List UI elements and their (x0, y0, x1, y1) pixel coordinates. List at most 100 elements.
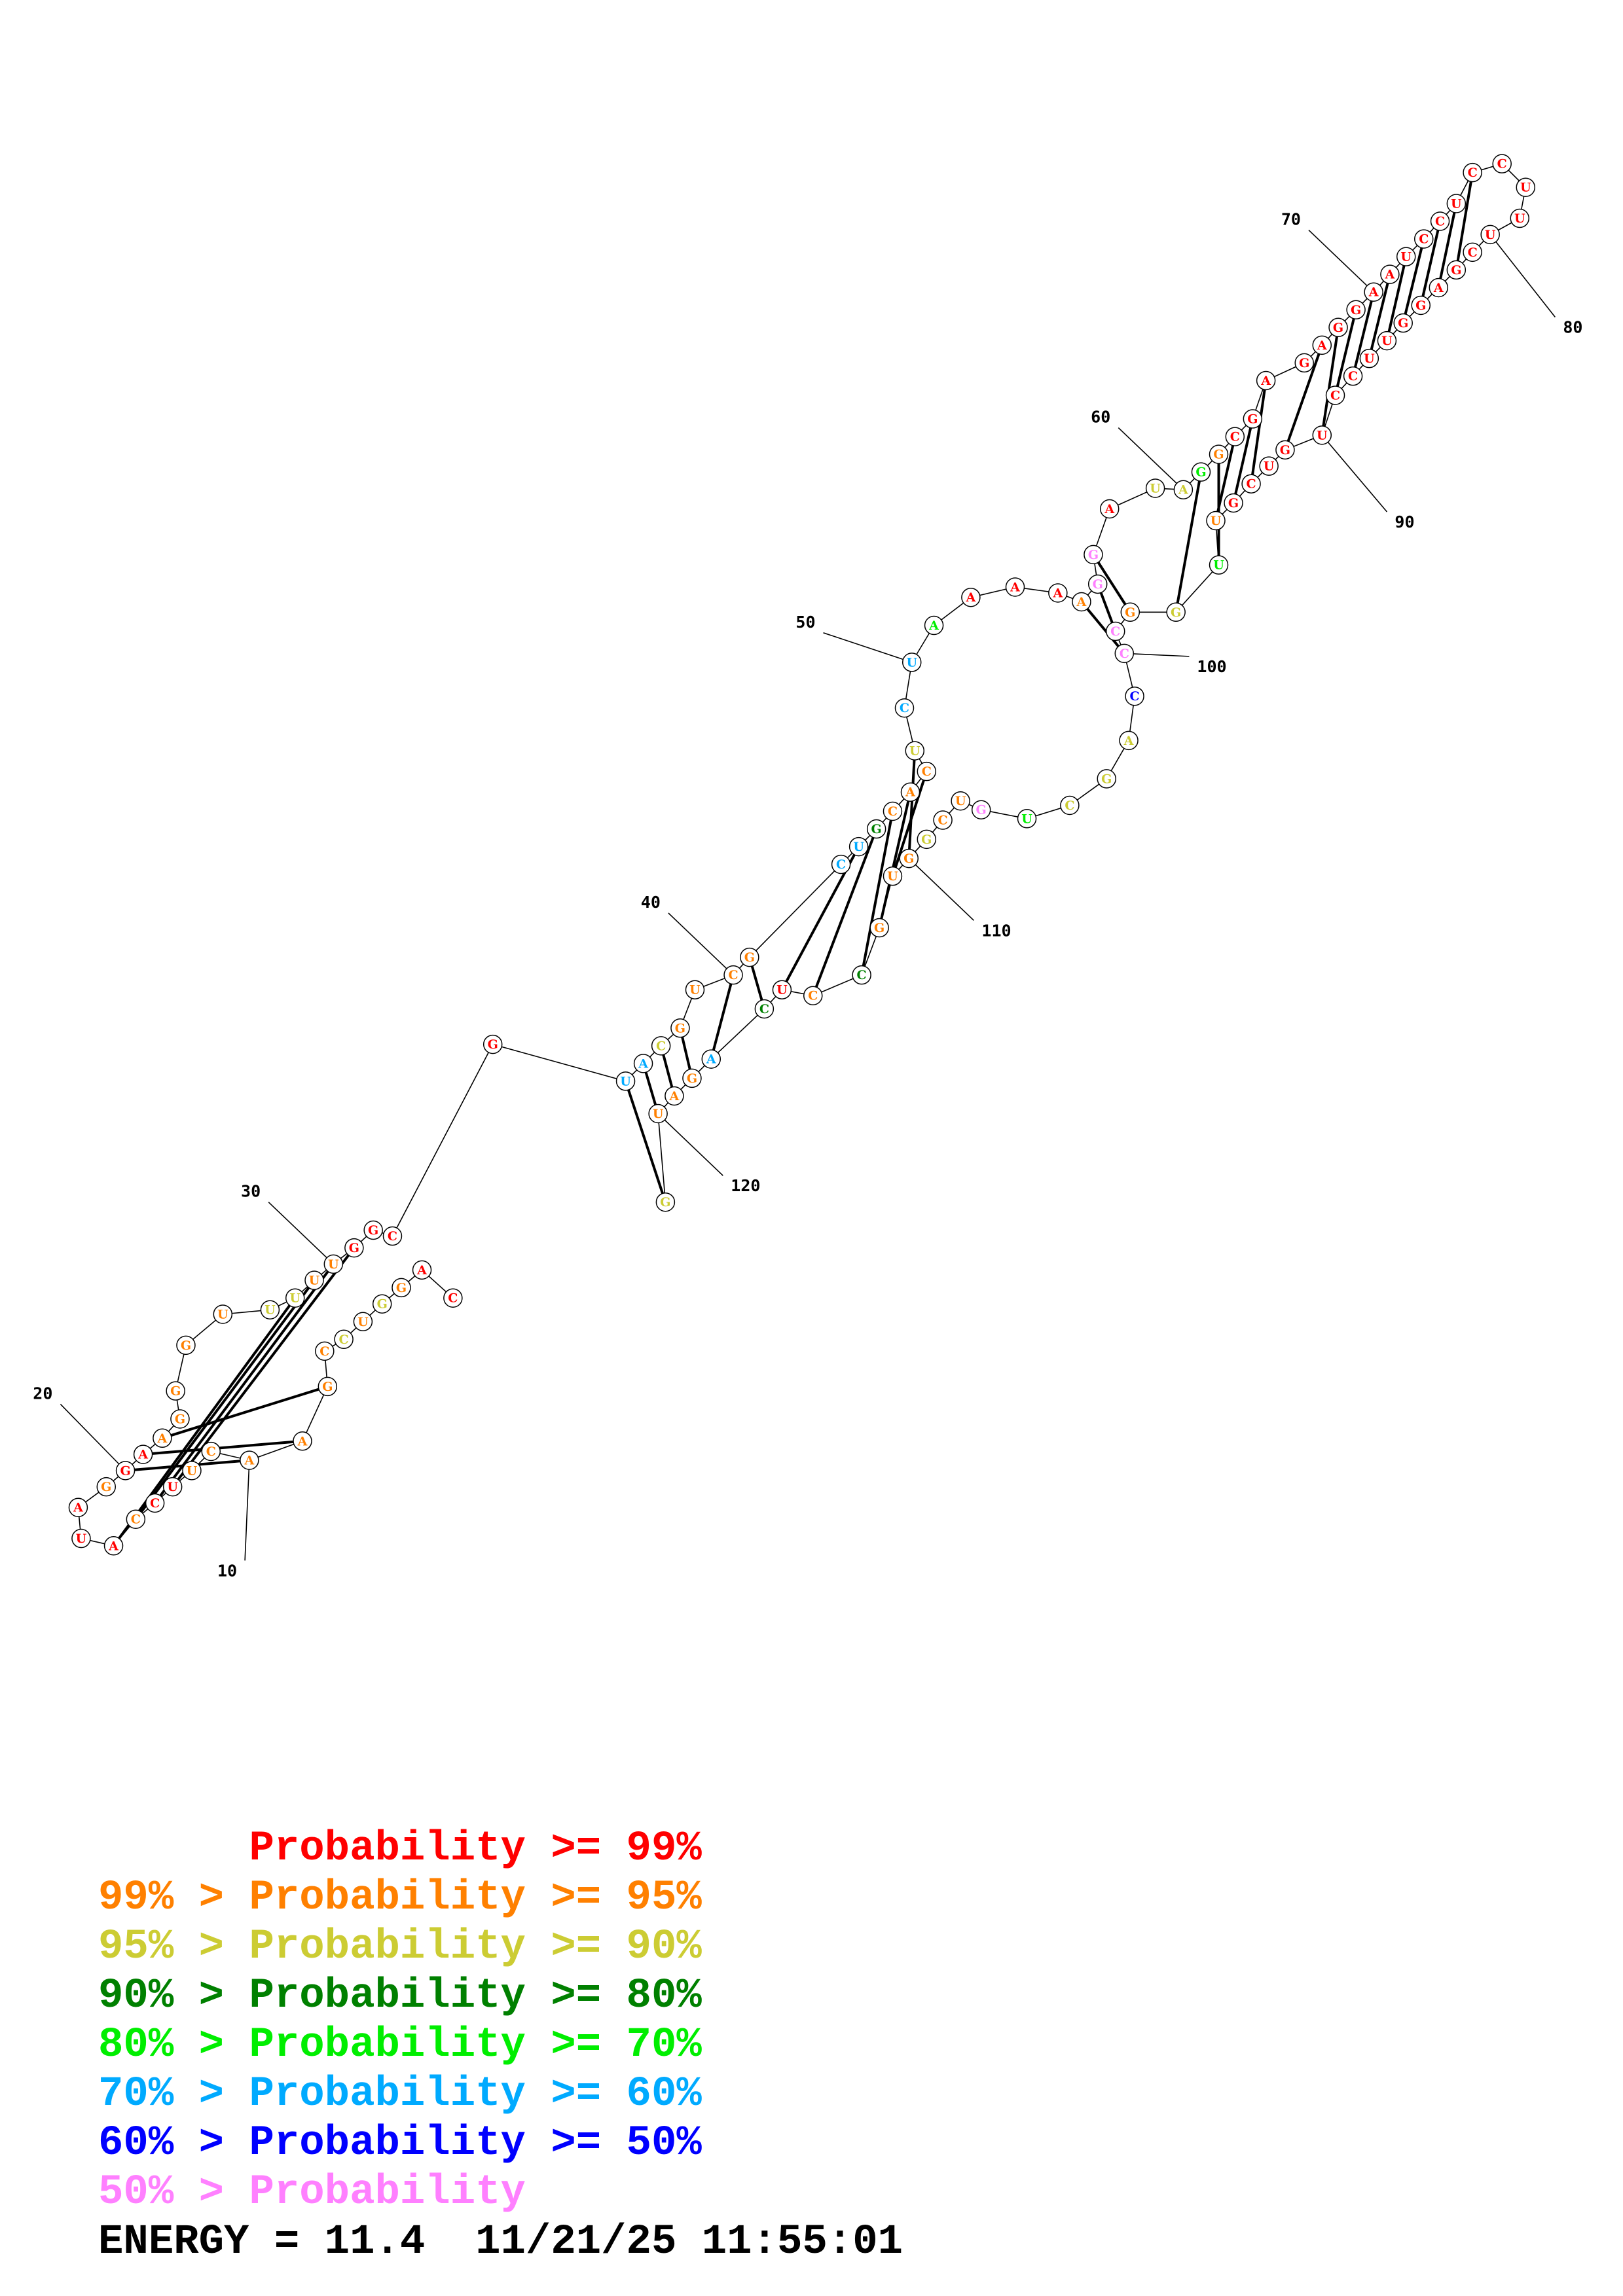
nucleotide-base: A (1317, 338, 1327, 353)
nucleotide-base: A (966, 590, 976, 605)
index-label: 70 (1281, 210, 1301, 229)
nucleotide-base: G (101, 1480, 111, 1494)
base-pair-bond (1092, 554, 1131, 613)
base-pair-bond (1250, 380, 1267, 484)
nucleotide-circle (1446, 260, 1467, 280)
legend-text: Probability >= 50% (249, 2120, 702, 2167)
nucleotide-base: C (759, 1002, 769, 1016)
nucleotide-circle (1430, 211, 1450, 231)
nucleotide-circle (961, 587, 981, 607)
nucleotide: G (1393, 313, 1413, 333)
base-pair-bond (134, 1279, 316, 1520)
nucleotide-base: C (888, 804, 898, 819)
index-ticks: 10 20 30 40 50 60 70 80 90 100 110 120 (33, 210, 1582, 1581)
nucleotide-circle (1243, 409, 1263, 429)
nucleotide-circle (633, 1054, 653, 1073)
nucleotide-base: C (656, 1039, 666, 1053)
nucleotide-circle (443, 1288, 463, 1308)
nucleotide: G (670, 1018, 690, 1038)
nucleotide: A (665, 1086, 684, 1106)
nucleotide: A (1429, 278, 1449, 298)
nucleotide-circle (1084, 545, 1103, 565)
nucleotide-base: C (1110, 624, 1120, 639)
nucleotide-circle (905, 741, 925, 761)
base-pair-bond (1402, 238, 1425, 324)
nucleotide-base: A (1010, 580, 1020, 594)
nucleotide: C (1414, 229, 1434, 249)
nucleotide-circle (71, 1528, 91, 1549)
nucleotide-circle (1256, 370, 1276, 391)
nucleotide-circle (1017, 809, 1037, 829)
nucleotide-base: C (1497, 157, 1507, 171)
nucleotide-base: C (319, 1344, 329, 1359)
nucleotide-circle (182, 1461, 202, 1480)
nucleotide-circle (1359, 348, 1379, 368)
nucleotide-circle (900, 782, 921, 802)
nucleotide-circle (723, 965, 743, 985)
nucleotide-circle (162, 1477, 183, 1497)
nucleotide-base: U (309, 1274, 320, 1288)
nucleotide-circle (213, 1304, 233, 1324)
legend-prefix: 50% > (98, 2169, 249, 2216)
base-pair-bond (860, 811, 894, 976)
nucleotide: C (1325, 386, 1345, 405)
base-pair-bond (1334, 309, 1358, 396)
nucleotide: C (201, 1441, 221, 1462)
nucleotide-base: U (1381, 334, 1393, 348)
base-pair-bond (1321, 327, 1340, 436)
nucleotide-base: C (1468, 245, 1478, 260)
nucleotide: C (1225, 427, 1245, 446)
index-label: 60 (1091, 408, 1110, 427)
nucleotide-base: G (1398, 316, 1408, 331)
nucleotide-circle (412, 1260, 432, 1280)
nucleotide-circle (323, 1254, 344, 1274)
base-pair-bond (1214, 436, 1237, 521)
nucleotide: G (1191, 462, 1211, 482)
nucleotide: U (951, 791, 970, 811)
nucleotide-base: U (620, 1074, 631, 1088)
nucleotide-base: G (170, 1384, 181, 1399)
nucleotide: C (1114, 643, 1135, 664)
nucleotide-base: G (1280, 443, 1290, 457)
legend-text: Probability >= 80% (249, 1973, 702, 2020)
nucleotide-circle (153, 1428, 172, 1448)
nucleotide-circle (1393, 313, 1413, 333)
nucleotide-base: C (150, 1496, 160, 1511)
base-pair-bond (154, 1263, 335, 1504)
nucleotide: G (1346, 300, 1366, 320)
nucleotide-base: G (1093, 577, 1103, 592)
base-pair-bond (878, 791, 912, 928)
nucleotide-base: G (1171, 605, 1181, 620)
nucleotide-circle (924, 615, 944, 636)
nucleotide-circle (1119, 730, 1139, 751)
nucleotide-base: U (1514, 211, 1525, 226)
nucleotide: C (1492, 154, 1512, 173)
nucleotide-base: C (1419, 232, 1429, 247)
nucleotide: U (182, 1461, 202, 1480)
nucleotide: U (1145, 478, 1165, 498)
nucleotide-base: C (728, 968, 738, 982)
nucleotide-circle (1380, 264, 1400, 284)
nucleotide-base: U (289, 1291, 301, 1306)
nucleotide-circle (1241, 474, 1261, 493)
nucleotide-circle (1105, 621, 1125, 641)
nucleotide: C (126, 1509, 146, 1529)
nucleotide-circle (1446, 194, 1467, 213)
nucleotide-circle (115, 1461, 136, 1480)
nucleotide-base: G (175, 1412, 185, 1426)
nucleotide-base: C (808, 989, 818, 1003)
nucleotide-base: G (1088, 548, 1099, 562)
nucleotide-base: C (1230, 430, 1240, 444)
nucleotide-base: U (1211, 514, 1222, 528)
nucleotide-circle (1120, 602, 1140, 622)
nucleotide: C (852, 965, 871, 985)
index-tick-line (1118, 427, 1184, 490)
legend-text: Probability (249, 2169, 526, 2216)
nucleotide-base: G (1299, 356, 1309, 370)
nucleotide-base: A (137, 1448, 148, 1462)
nucleotide-circle (126, 1509, 146, 1529)
legend-text: Probability >= 90% (249, 1924, 702, 1971)
nucleotide-circle (1510, 208, 1529, 228)
index-label: 40 (641, 893, 661, 912)
nucleotide-base: U (1451, 197, 1462, 211)
